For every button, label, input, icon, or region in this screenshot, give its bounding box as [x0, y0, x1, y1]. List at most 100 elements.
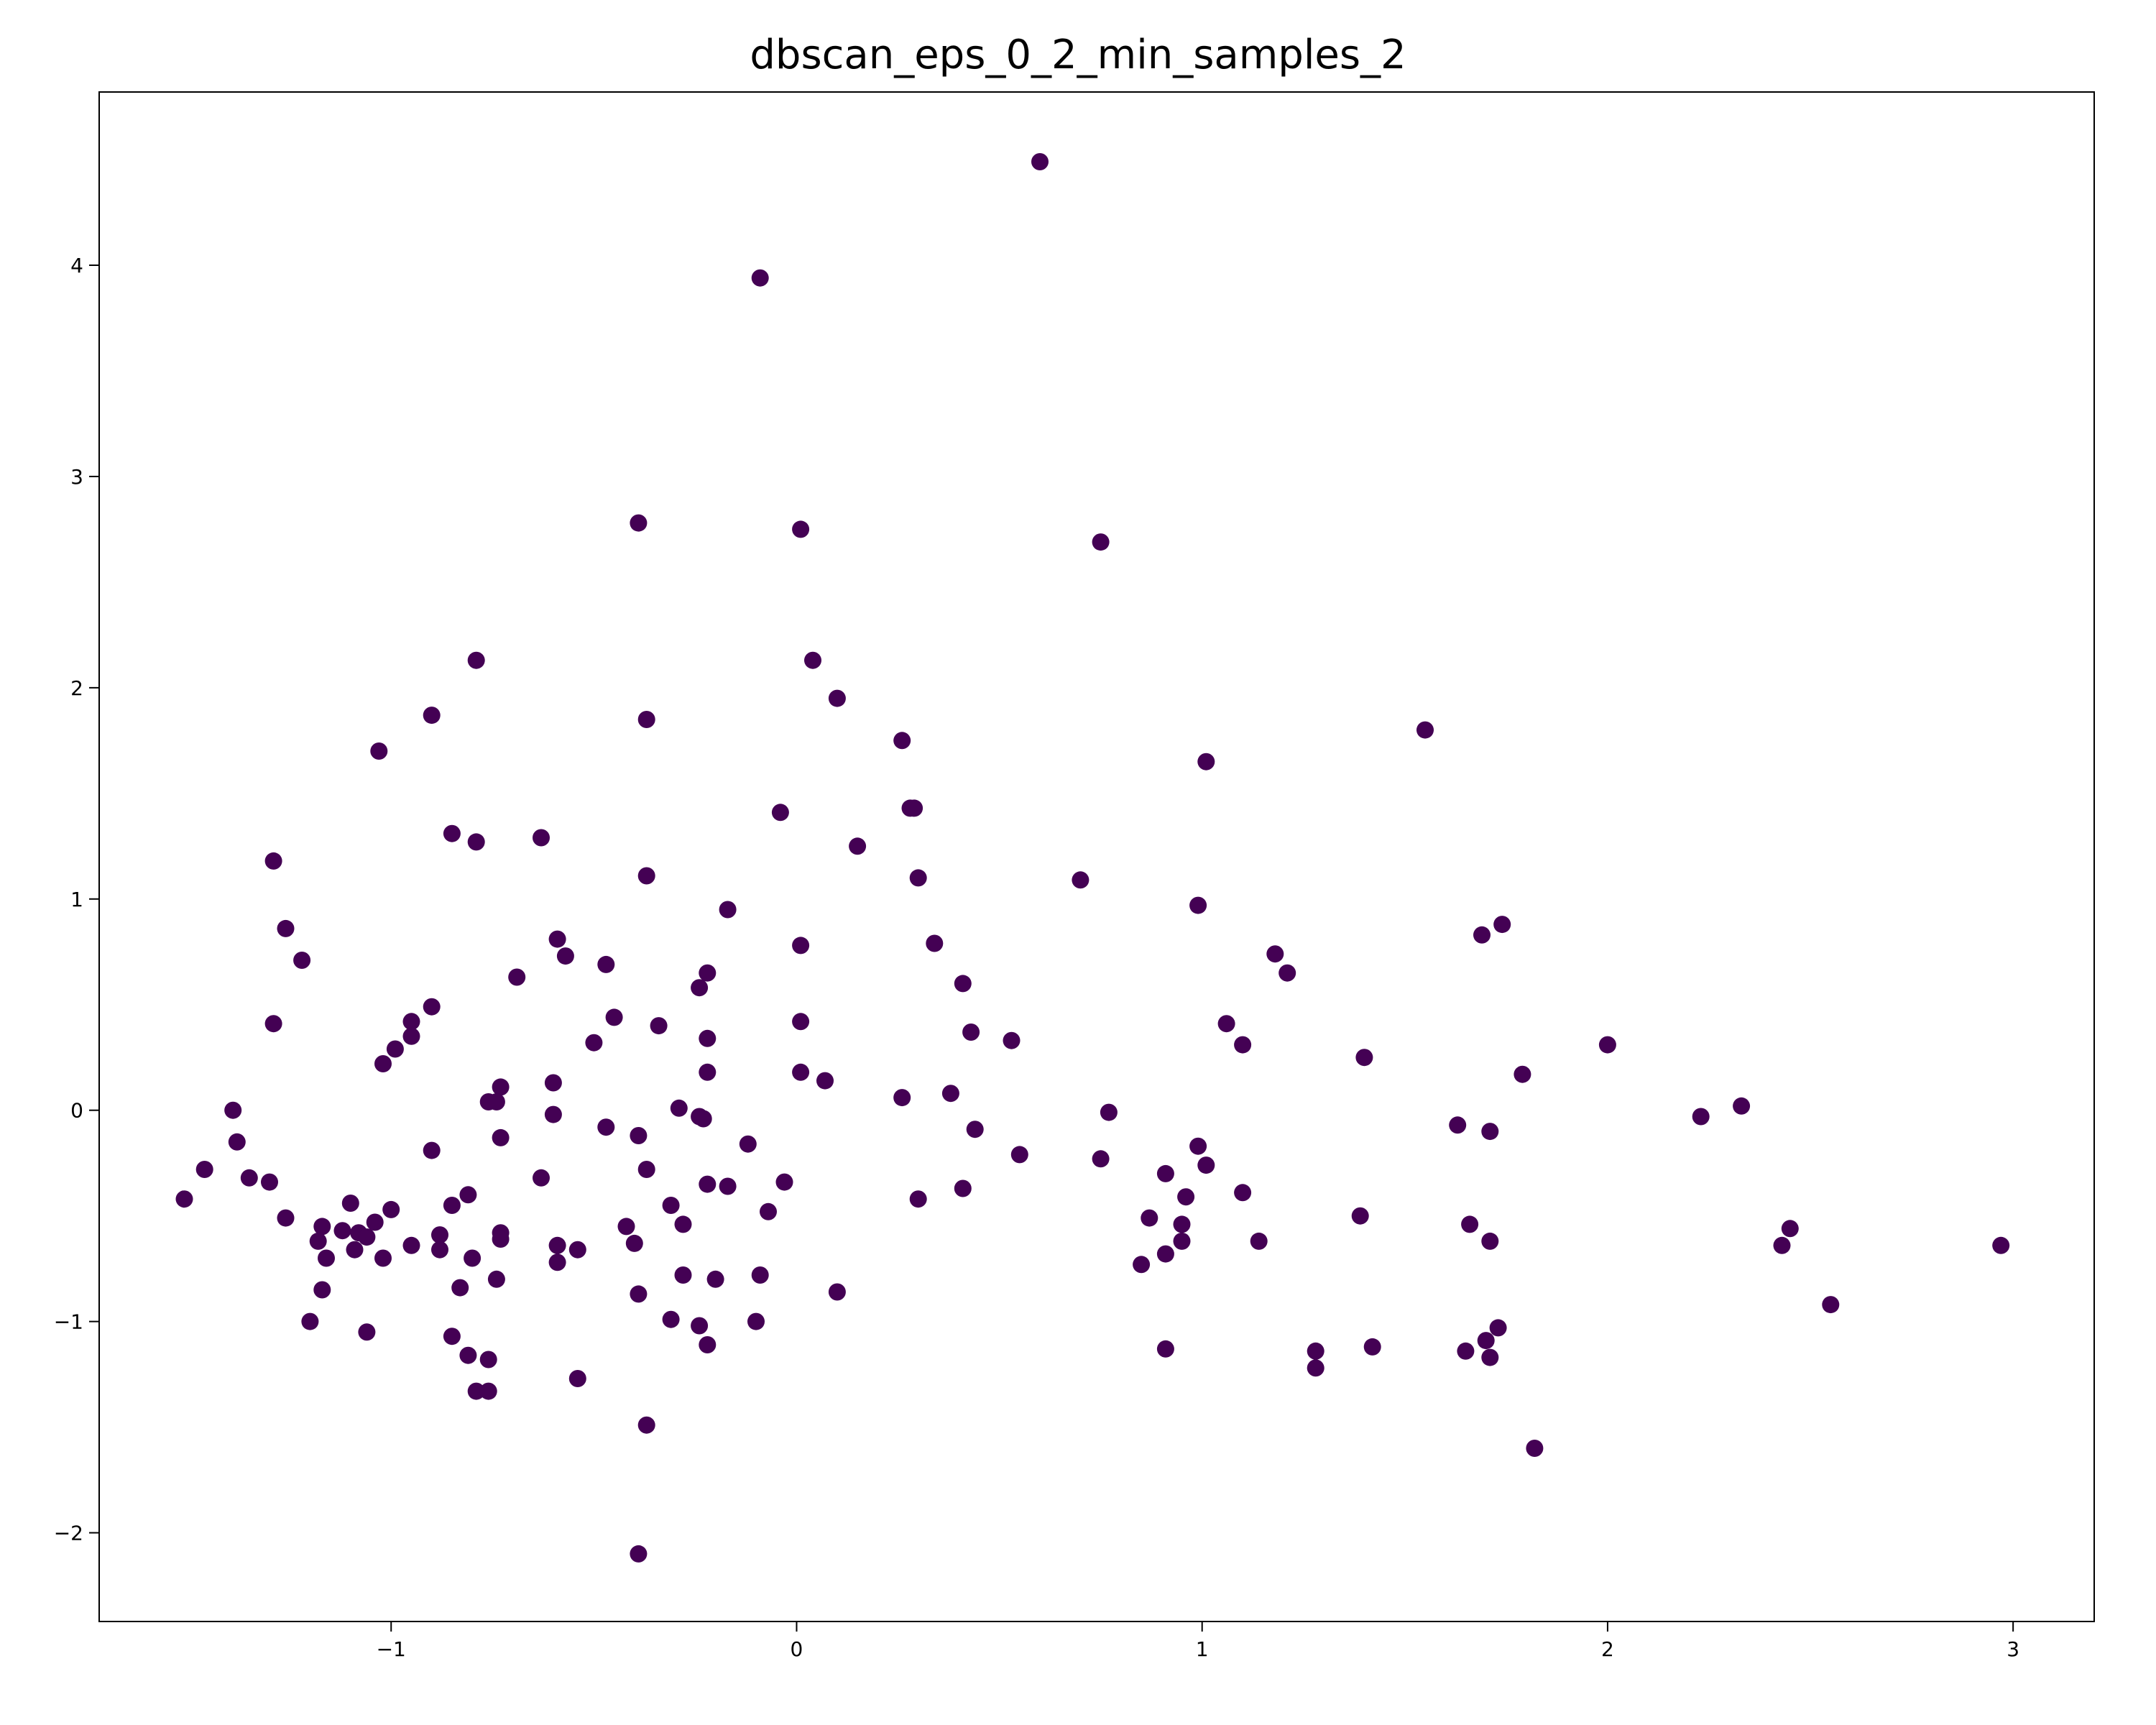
data-point-109	[760, 1202, 777, 1220]
data-point-63	[544, 1074, 562, 1092]
data-point-153	[662, 1310, 680, 1328]
data-point-71	[224, 1101, 242, 1119]
plot-frame	[98, 91, 2095, 1622]
data-point-94	[533, 1169, 550, 1187]
data-point-12	[370, 742, 388, 760]
data-point-90	[195, 1161, 213, 1178]
data-point-141	[464, 1249, 482, 1267]
data-point-2	[630, 514, 648, 532]
data-point-137	[568, 1241, 586, 1259]
data-point-0	[1031, 153, 1049, 170]
data-point-117	[313, 1218, 331, 1236]
data-point-42	[423, 998, 441, 1016]
data-point-168	[479, 1351, 497, 1368]
data-point-13	[1197, 753, 1215, 770]
data-point-113	[366, 1213, 384, 1231]
data-point-52	[1003, 1031, 1021, 1049]
data-point-114	[674, 1215, 692, 1233]
data-point-53	[585, 1034, 603, 1052]
data-point-17	[443, 824, 461, 842]
data-point-118	[617, 1218, 635, 1236]
data-point-57	[1355, 1049, 1373, 1067]
data-point-115	[1461, 1215, 1479, 1233]
x-tick-label-3: 2	[1601, 1637, 1614, 1661]
data-point-75	[694, 1110, 712, 1128]
data-point-79	[966, 1121, 984, 1138]
data-point-108	[382, 1200, 400, 1218]
data-point-99	[954, 1179, 972, 1197]
data-point-39	[508, 968, 526, 986]
data-point-51	[699, 1029, 717, 1047]
data-point-156	[691, 1317, 709, 1335]
data-point-77	[1449, 1116, 1467, 1134]
data-point-146	[487, 1270, 505, 1288]
data-point-107	[662, 1197, 680, 1214]
data-point-169	[1307, 1359, 1325, 1377]
data-point-151	[630, 1285, 648, 1303]
data-point-38	[1279, 964, 1296, 982]
y-tick-label-4: 2	[70, 676, 83, 700]
data-point-124	[358, 1228, 376, 1246]
data-point-18	[533, 829, 550, 847]
data-point-50	[402, 1027, 420, 1045]
data-point-88	[1092, 1150, 1110, 1168]
data-point-3	[792, 520, 810, 538]
data-point-41	[691, 979, 709, 997]
data-point-1	[751, 269, 769, 287]
data-point-155	[747, 1312, 765, 1330]
data-point-47	[1217, 1015, 1235, 1033]
y-tick-label-3: 1	[70, 888, 83, 911]
data-point-145	[751, 1266, 769, 1284]
data-point-112	[1141, 1209, 1158, 1227]
data-point-175	[630, 1545, 648, 1563]
data-point-27	[1493, 916, 1511, 934]
data-point-19	[467, 833, 485, 851]
data-point-24	[1072, 871, 1089, 889]
data-point-87	[1010, 1146, 1028, 1164]
data-point-72	[544, 1105, 562, 1123]
data-point-152	[1822, 1296, 1840, 1314]
data-point-130	[625, 1234, 643, 1252]
data-point-40	[954, 975, 972, 993]
data-point-73	[1100, 1103, 1118, 1121]
data-point-138	[1156, 1245, 1174, 1263]
data-point-123	[431, 1226, 448, 1244]
data-point-136	[431, 1241, 448, 1259]
data-point-33	[1266, 945, 1284, 963]
data-point-139	[374, 1249, 392, 1267]
data-point-22	[637, 867, 655, 885]
data-point-20	[849, 837, 867, 855]
data-point-37	[699, 964, 717, 982]
data-point-105	[341, 1195, 359, 1212]
data-point-66	[893, 1089, 911, 1107]
data-point-120	[1781, 1220, 1799, 1238]
data-point-91	[637, 1161, 655, 1178]
data-point-54	[1234, 1036, 1252, 1054]
ticks-layer: −1 0 1 2 3 −2 −1 0 1 2 3 4	[54, 254, 2019, 1661]
data-point-21	[264, 852, 282, 870]
data-point-36	[597, 955, 615, 973]
data-point-61	[1514, 1065, 1531, 1083]
data-point-64	[492, 1078, 510, 1096]
data-point-56	[386, 1040, 404, 1058]
data-point-127	[1250, 1232, 1268, 1250]
data-point-147	[706, 1270, 724, 1288]
data-point-144	[674, 1266, 692, 1284]
data-point-163	[1363, 1338, 1381, 1356]
data-point-165	[1457, 1342, 1475, 1360]
data-point-9	[637, 711, 655, 728]
data-point-80	[1481, 1123, 1499, 1141]
data-point-28	[277, 919, 295, 937]
data-point-78	[597, 1118, 615, 1136]
data-point-164	[1307, 1342, 1325, 1360]
data-point-8	[423, 707, 441, 724]
data-point-26	[719, 901, 737, 919]
data-point-154	[301, 1312, 319, 1330]
data-point-170	[568, 1370, 586, 1387]
data-point-142	[548, 1254, 566, 1271]
x-tick-label-2: 1	[1196, 1637, 1209, 1661]
data-point-110	[1351, 1207, 1369, 1225]
data-point-48	[650, 1017, 668, 1035]
data-point-16	[771, 804, 789, 822]
